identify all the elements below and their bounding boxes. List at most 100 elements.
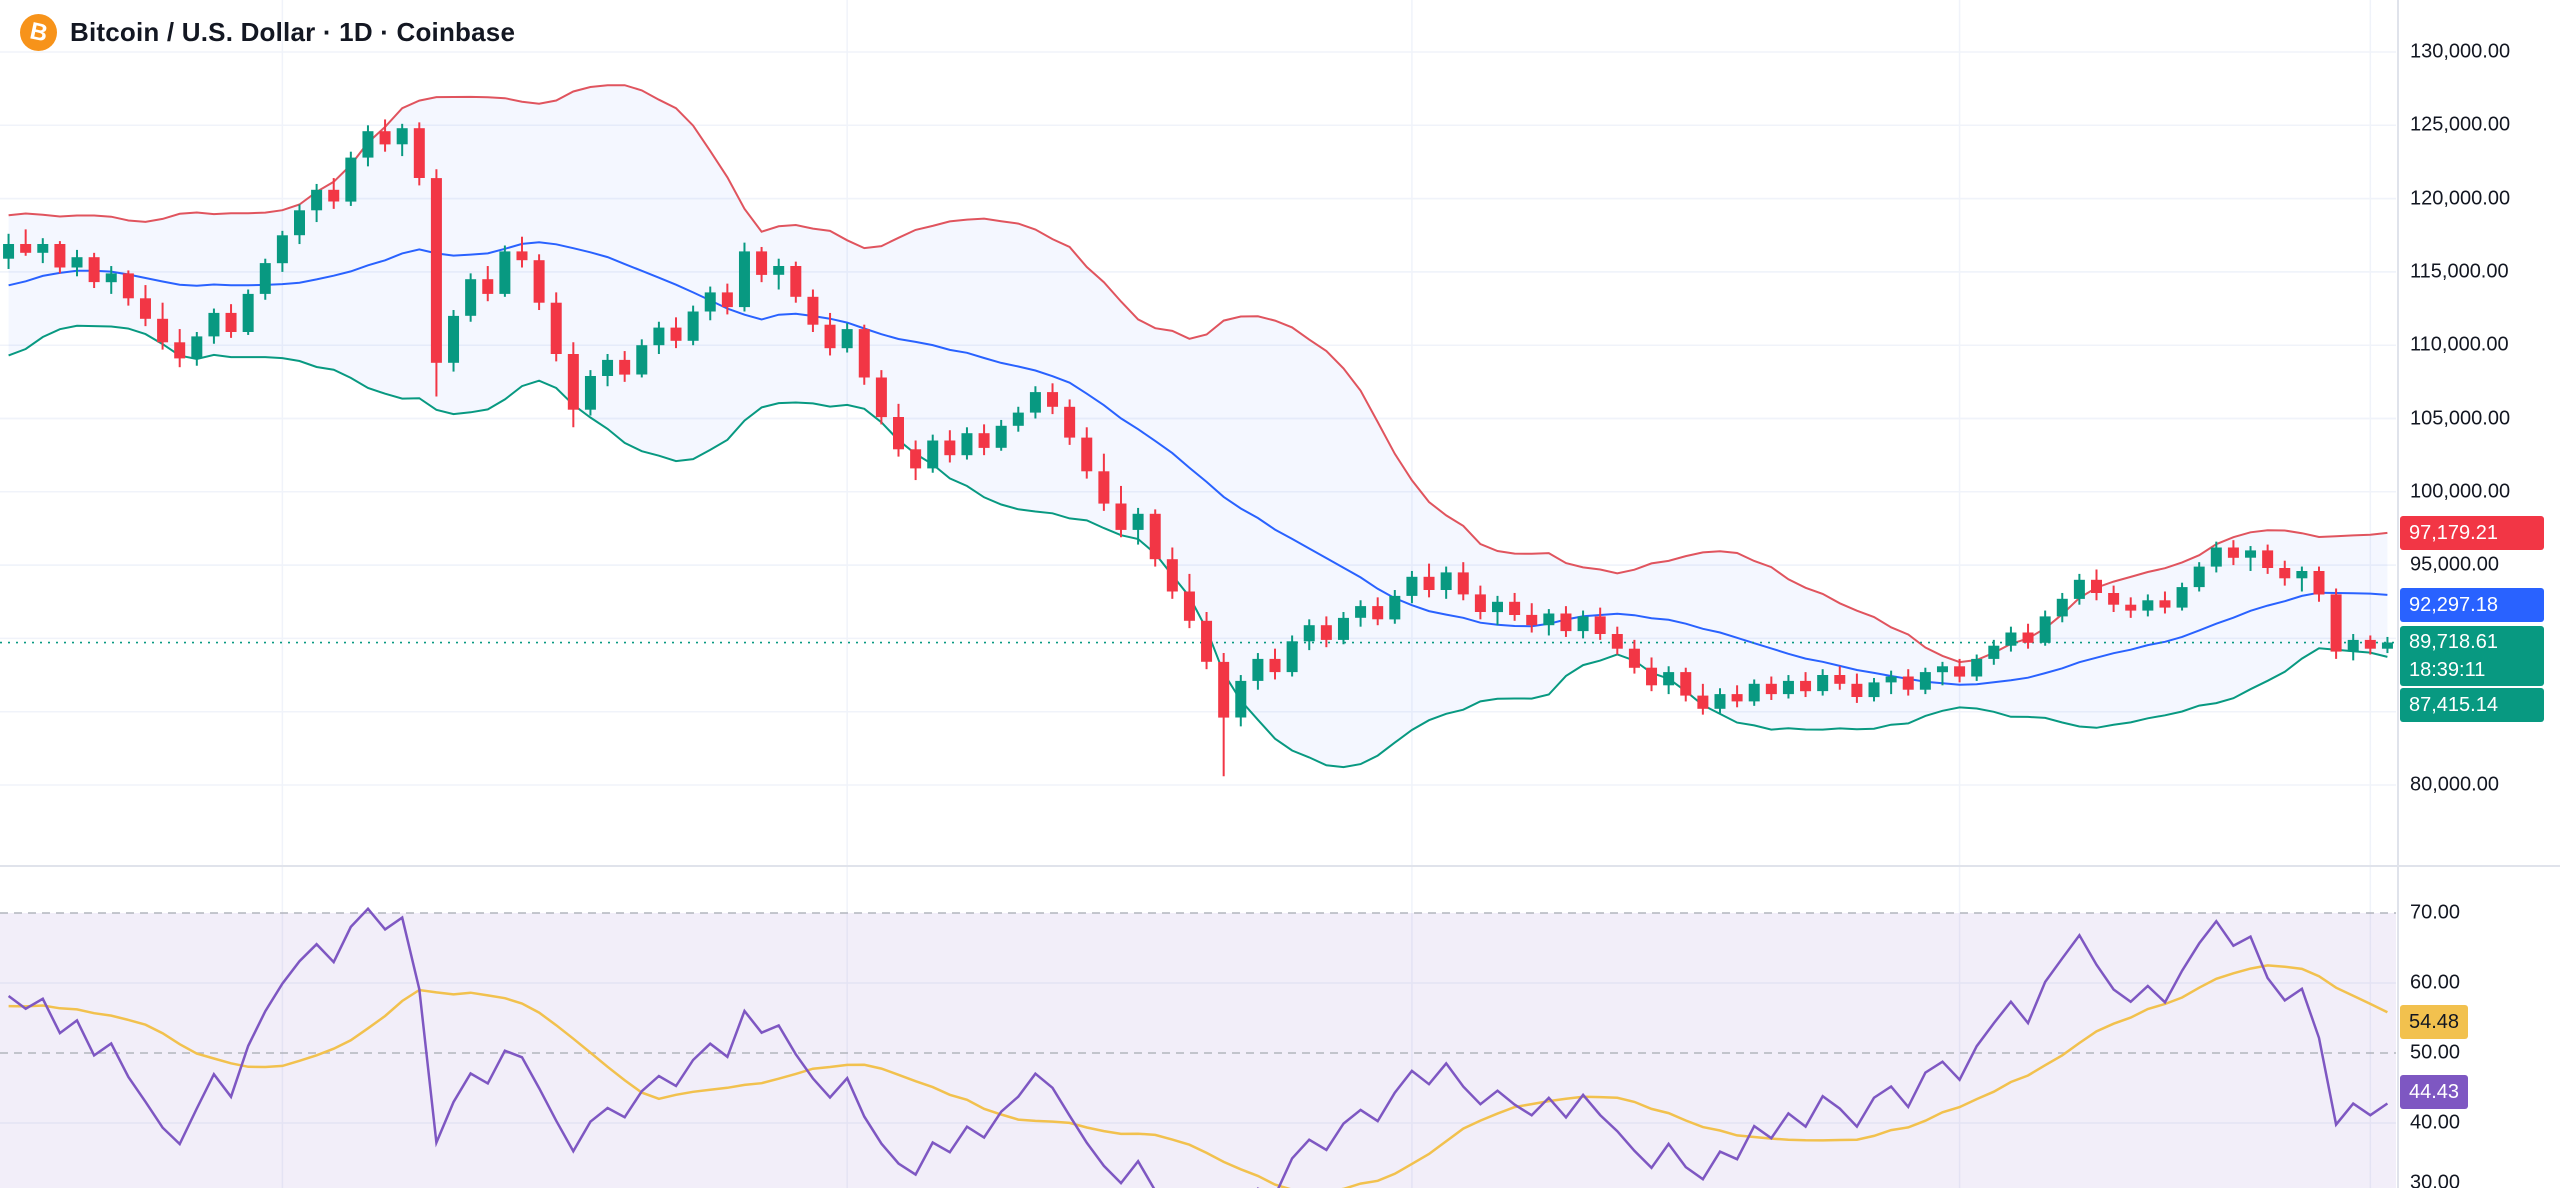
candle [2159,591,2171,614]
candles-series [3,119,2393,777]
last-price-value: 89,718.61 [2409,631,2498,653]
candle [1526,603,1538,633]
candle [2347,634,2359,661]
candle [276,230,288,272]
symbol-header[interactable]: B Bitcoin / U.S. Dollar · 1D · Coinbase [20,14,515,51]
candle [1149,509,1161,567]
candle [3,233,15,269]
candle [71,249,83,277]
candle [2245,546,2257,571]
candle [2210,541,2222,573]
candle [1337,612,1349,645]
bb-basis-price-label: 92,297.18 [2400,588,2544,622]
candle [2381,636,2393,654]
candle [465,273,477,322]
candle [756,246,768,283]
candle [1902,669,1914,696]
candle [1166,547,1178,599]
candle [1782,675,1794,699]
candle [2364,635,2376,655]
candle [1594,607,1606,640]
candle [1115,485,1127,538]
candle [516,236,528,268]
candle [88,252,100,289]
candle [2056,592,2068,623]
candle [311,183,323,223]
rsi-line [7,906,2389,1188]
bollinger-fill [8,85,2388,768]
candle [687,305,699,346]
candle [1817,669,1829,696]
candle [430,169,442,397]
candle [1029,386,1041,419]
candle [790,261,802,303]
candle [2005,626,2017,652]
candle [1235,675,1247,727]
candle [995,419,1007,451]
candle [2125,597,2137,618]
candle [174,329,186,368]
price-tick: 110,000.00 [2410,333,2509,356]
candle [1389,590,1401,624]
candle [1218,653,1230,777]
candle [2227,540,2239,566]
candle [1680,667,1692,702]
candle [1423,563,1435,598]
candle [1457,562,1469,601]
symbol-title[interactable]: Bitcoin / U.S. Dollar · 1D · Coinbase [70,17,516,47]
bar-countdown: 18:39:11 [2409,659,2486,681]
candle [619,351,631,382]
candle [1543,609,1555,636]
candle [944,430,956,463]
candle [2022,623,2034,649]
candle [1286,635,1298,677]
candle [704,286,716,321]
candle [1954,658,1966,683]
candle [20,229,32,256]
candle [773,258,785,290]
rsi-ma-line [8,964,2388,1188]
candle [37,238,49,264]
candle [636,339,648,378]
price-tick: 95,000.00 [2410,553,2499,576]
candle [721,283,733,315]
rsi-tick: 30.00 [2410,1171,2461,1188]
candle [1183,573,1195,629]
candle [875,370,887,425]
candle [1355,600,1367,627]
price-tick: 115,000.00 [2410,260,2509,283]
candle [242,289,254,335]
candle [2279,560,2291,586]
price-tick: 80,000.00 [2410,773,2499,796]
candle [1440,566,1452,599]
rsi-ma-value-label: 54.48 [2400,1005,2469,1039]
candle [1919,667,1931,695]
candle [2296,566,2308,592]
candle [2142,594,2154,617]
candle [1988,639,2000,665]
candle [396,123,408,157]
candle [499,245,511,297]
candle [584,370,596,416]
price-tick: 120,000.00 [2410,187,2511,210]
candle [1303,619,1315,651]
candle [1577,610,1589,639]
candle [1611,626,1623,655]
candle [413,122,425,186]
candle [567,342,579,428]
candle [2073,573,2085,605]
candle [1748,679,1760,706]
candle [1012,406,1024,432]
candle [1132,507,1144,545]
candle [893,403,904,457]
candle [362,125,374,167]
candle [1081,427,1093,479]
candle [1731,685,1743,708]
candle [345,151,357,206]
candle [1320,616,1332,648]
candle [379,119,391,152]
price-scale[interactable]: 130,000.00 125,000.00 120,000.00 115,000… [2398,0,2560,1188]
candle [653,321,665,354]
